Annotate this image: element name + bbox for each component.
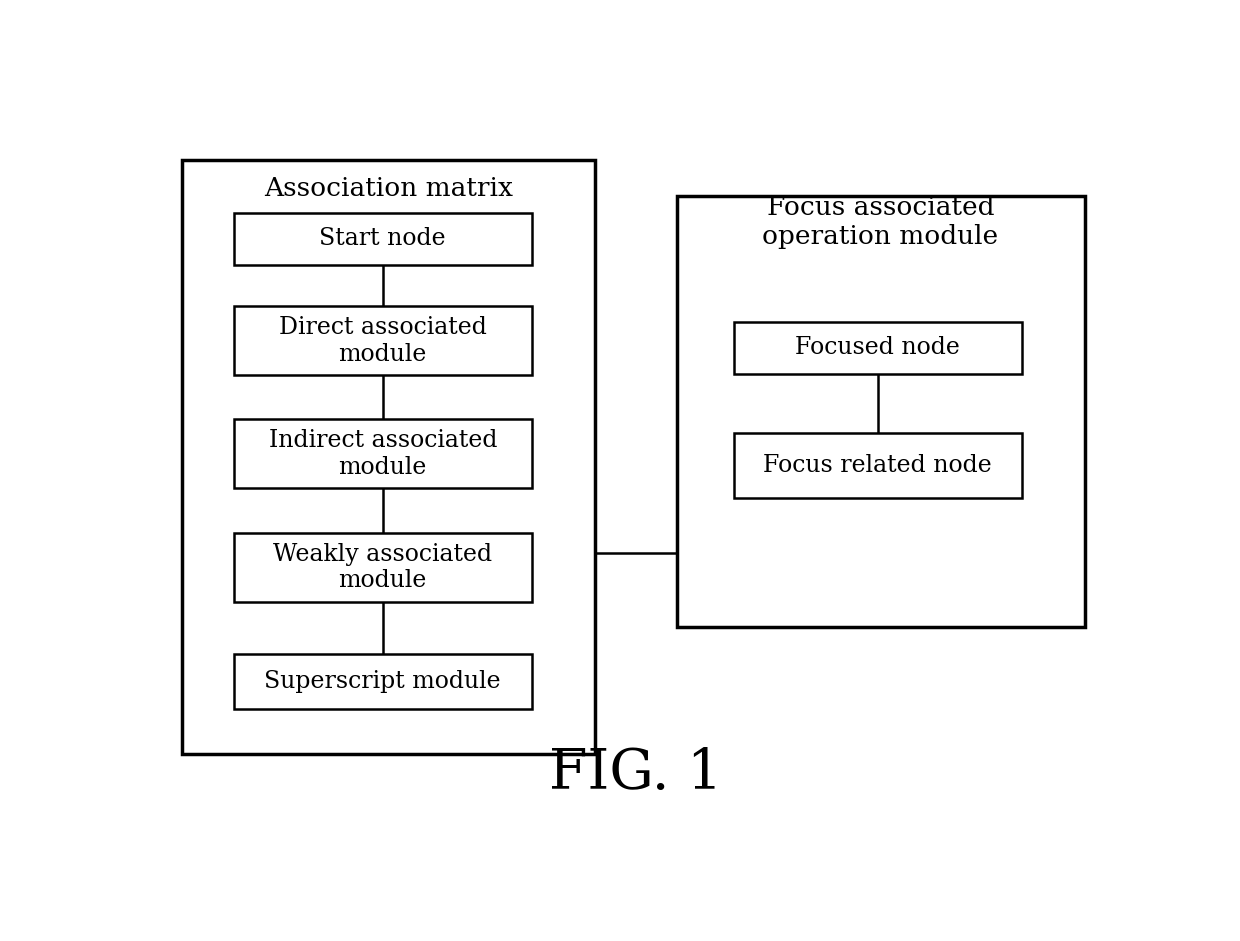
Text: Start node: Start node [320,228,446,250]
Text: Weakly associated
module: Weakly associated module [273,543,492,593]
Text: Direct associated
module: Direct associated module [279,316,486,366]
Text: Focused node: Focused node [795,336,960,359]
Text: Superscript module: Superscript module [264,670,501,693]
Text: Focus associated
operation module: Focus associated operation module [763,195,998,248]
FancyBboxPatch shape [234,307,532,375]
FancyBboxPatch shape [234,420,532,488]
FancyBboxPatch shape [234,654,532,709]
Text: Focus related node: Focus related node [764,455,992,477]
FancyBboxPatch shape [734,322,1022,374]
FancyBboxPatch shape [234,534,532,602]
FancyBboxPatch shape [234,213,532,265]
Text: FIG. 1: FIG. 1 [549,746,722,802]
Text: Indirect associated
module: Indirect associated module [269,429,497,479]
FancyBboxPatch shape [677,197,1085,628]
Text: Association matrix: Association matrix [264,177,513,201]
FancyBboxPatch shape [182,160,595,754]
FancyBboxPatch shape [734,433,1022,499]
